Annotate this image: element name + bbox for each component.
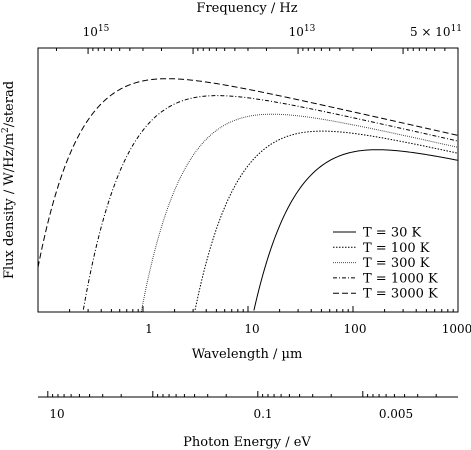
top-axis-ticks — [55, 48, 459, 54]
x-tick-label: 10 — [244, 322, 259, 336]
top-tick-label-5e11: 5 × 1011 — [410, 24, 462, 39]
series-line-30k — [253, 149, 459, 311]
x-axis-ticks — [37, 306, 459, 312]
legend: T = 30 KT = 100 KT = 300 KT = 1000 KT = … — [333, 226, 438, 302]
legend-label: T = 300 K — [363, 256, 430, 271]
series-line-100k — [194, 130, 459, 311]
legend-label: T = 3000 K — [363, 287, 438, 302]
x-tick-label: 1 — [145, 322, 153, 336]
energy-axis-ticks — [47, 391, 437, 397]
x-tick-label: 100 — [344, 322, 367, 336]
legend-label: T = 1000 K — [363, 271, 438, 286]
x-tick-label: 1000 — [442, 322, 471, 336]
energy-tick-label: 10 — [49, 407, 64, 421]
energy-tick-label: 0.1 — [253, 407, 272, 421]
energy-axis-title: Photon Energy / eV — [183, 435, 311, 450]
x-axis-title: Wavelength / µm — [192, 347, 303, 362]
top-tick-label-1e15: 1015 — [83, 24, 110, 39]
series-lines — [37, 78, 459, 312]
energy-tick-label: 0.005 — [379, 407, 413, 421]
top-tick-label-1e13: 1013 — [289, 24, 316, 39]
legend-label: T = 100 K — [363, 241, 430, 256]
series-line-1000k — [82, 95, 459, 310]
series-line-300k — [140, 113, 459, 312]
y-axis-title: Flux density / W/Hz/m2/sterad — [1, 81, 17, 279]
top-axis-title: Frequency / Hz — [196, 1, 297, 16]
legend-label: T = 30 K — [363, 226, 422, 241]
